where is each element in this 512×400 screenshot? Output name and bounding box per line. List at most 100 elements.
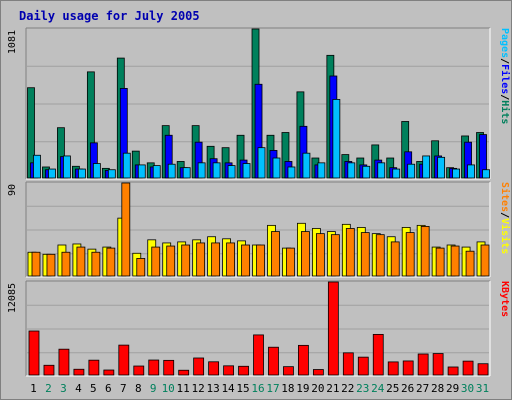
bar-pages-day-15 — [242, 163, 251, 179]
bar-sites-day-31 — [480, 244, 490, 277]
x-tick-label-day-11: 11 — [177, 382, 190, 395]
bar-pages-day-4 — [78, 168, 86, 179]
bar-sites-day-16 — [256, 244, 265, 277]
bar-pages-day-25 — [392, 168, 401, 179]
bar-kbytes-day-30 — [462, 360, 474, 376]
bar-pages-day-17 — [272, 157, 281, 179]
bar-sites-day-12 — [196, 242, 206, 277]
y-max-label-2: 12085 — [7, 283, 18, 313]
bar-sites-day-18 — [286, 247, 295, 277]
bar-sites-day-25 — [390, 241, 400, 277]
x-tick-label-day-18: 18 — [281, 382, 294, 395]
bar-sites-day-13 — [211, 242, 221, 277]
bar-sites-day-20 — [315, 233, 325, 277]
bar-sites-day-2 — [46, 253, 56, 277]
legend-separator: / — [499, 58, 510, 64]
bar-kbytes-day-23 — [357, 356, 369, 376]
bar-sites-day-5 — [91, 251, 101, 277]
bar-sites-day-1 — [31, 251, 41, 277]
bar-sites-day-28 — [435, 247, 445, 277]
bar-sites-day-11 — [181, 244, 191, 277]
bar-kbytes-day-6 — [103, 369, 115, 376]
bar-sites-day-22 — [345, 228, 355, 277]
bar-pages-day-2 — [48, 168, 56, 179]
bar-pages-day-21 — [332, 99, 341, 179]
bar-pages-day-7 — [122, 152, 131, 179]
bar-pages-day-9 — [152, 165, 161, 179]
legend-pages: Pages — [499, 28, 510, 58]
bar-pages-day-26 — [407, 163, 416, 179]
bar-pages-day-6 — [107, 169, 116, 179]
legend-hits: Hits — [499, 100, 511, 124]
bar-sites-day-6 — [106, 247, 116, 277]
x-tick-label-day-10: 10 — [162, 382, 175, 395]
bar-kbytes-day-14 — [223, 365, 234, 376]
bar-kbytes-day-16 — [253, 334, 264, 376]
bar-kbytes-day-29 — [447, 366, 459, 376]
bar-pages-day-12 — [197, 162, 206, 179]
bar-pages-day-29 — [452, 168, 460, 179]
bar-kbytes-day-3 — [58, 348, 70, 376]
x-tick-label-day-27: 27 — [416, 382, 429, 395]
bar-pages-day-8 — [137, 164, 146, 179]
x-tick-label-day-25: 25 — [386, 382, 399, 395]
legend-separator: / — [499, 94, 510, 100]
bar-kbytes-day-13 — [208, 361, 220, 376]
bar-sites-day-29 — [450, 245, 460, 277]
bar-kbytes-day-8 — [133, 365, 145, 376]
x-tick-label-day-7: 7 — [120, 382, 127, 395]
bar-pages-day-27 — [422, 155, 431, 179]
bar-pages-day-10 — [167, 163, 176, 179]
x-tick-label-day-17: 17 — [266, 382, 279, 395]
bar-pages-day-3 — [63, 155, 71, 179]
bar-kbytes-day-5 — [88, 359, 100, 376]
bar-sites-day-3 — [61, 251, 71, 277]
bar-pages-day-5 — [92, 163, 101, 179]
bar-kbytes-day-1 — [28, 330, 40, 376]
y-max-label-1: 90 — [7, 184, 18, 196]
bar-pages-day-23 — [362, 165, 371, 179]
legend-1: Sites/Visits — [499, 182, 511, 254]
x-tick-label-day-13: 13 — [206, 382, 219, 395]
bar-pages-day-31 — [482, 169, 490, 179]
bar-kbytes-day-26 — [402, 360, 414, 376]
bar-pages-day-13 — [212, 162, 221, 179]
bar-sites-day-27 — [420, 225, 430, 277]
bar-pages-day-1 — [33, 154, 41, 179]
bar-sites-day-10 — [166, 245, 176, 277]
bar-sites-day-23 — [360, 232, 370, 277]
bar-kbytes-day-4 — [73, 368, 85, 376]
bar-pages-day-11 — [182, 167, 191, 179]
x-tick-label-day-28: 28 — [431, 382, 444, 395]
bar-kbytes-day-9 — [148, 359, 160, 376]
bar-kbytes-day-2 — [43, 364, 55, 376]
legend-2: KBytes — [499, 281, 510, 317]
x-tick-label-day-19: 19 — [296, 382, 309, 395]
bar-kbytes-day-11 — [178, 369, 190, 376]
y-max-label-0: 1081 — [7, 30, 18, 54]
x-tick-label-day-29: 29 — [446, 382, 459, 395]
x-tick-label-day-16: 16 — [251, 382, 264, 395]
bar-sites-day-4 — [76, 246, 86, 277]
x-tick-label-day-1: 1 — [30, 382, 37, 395]
x-tick-label-day-23: 23 — [356, 382, 369, 395]
bar-pages-day-18 — [287, 166, 296, 179]
bar-sites-day-24 — [375, 234, 385, 277]
bar-pages-day-22 — [347, 162, 356, 179]
x-tick-label-day-9: 9 — [150, 382, 157, 395]
x-tick-label-day-15: 15 — [236, 382, 249, 395]
bar-kbytes-day-18 — [283, 366, 294, 376]
bar-pages-day-28 — [437, 156, 446, 179]
x-tick-label-day-31: 31 — [476, 382, 489, 395]
x-tick-label-day-3: 3 — [60, 382, 67, 395]
bar-pages-day-20 — [317, 162, 326, 179]
bar-pages-day-14 — [227, 165, 236, 179]
bar-sites-day-19 — [301, 231, 310, 277]
bar-kbytes-day-21 — [327, 281, 339, 376]
bar-sites-day-26 — [405, 232, 415, 277]
x-tick-label-day-14: 14 — [221, 382, 235, 395]
x-tick-label-day-6: 6 — [105, 382, 112, 395]
bar-kbytes-day-20 — [312, 369, 324, 376]
bar-kbytes-day-17 — [268, 346, 279, 376]
